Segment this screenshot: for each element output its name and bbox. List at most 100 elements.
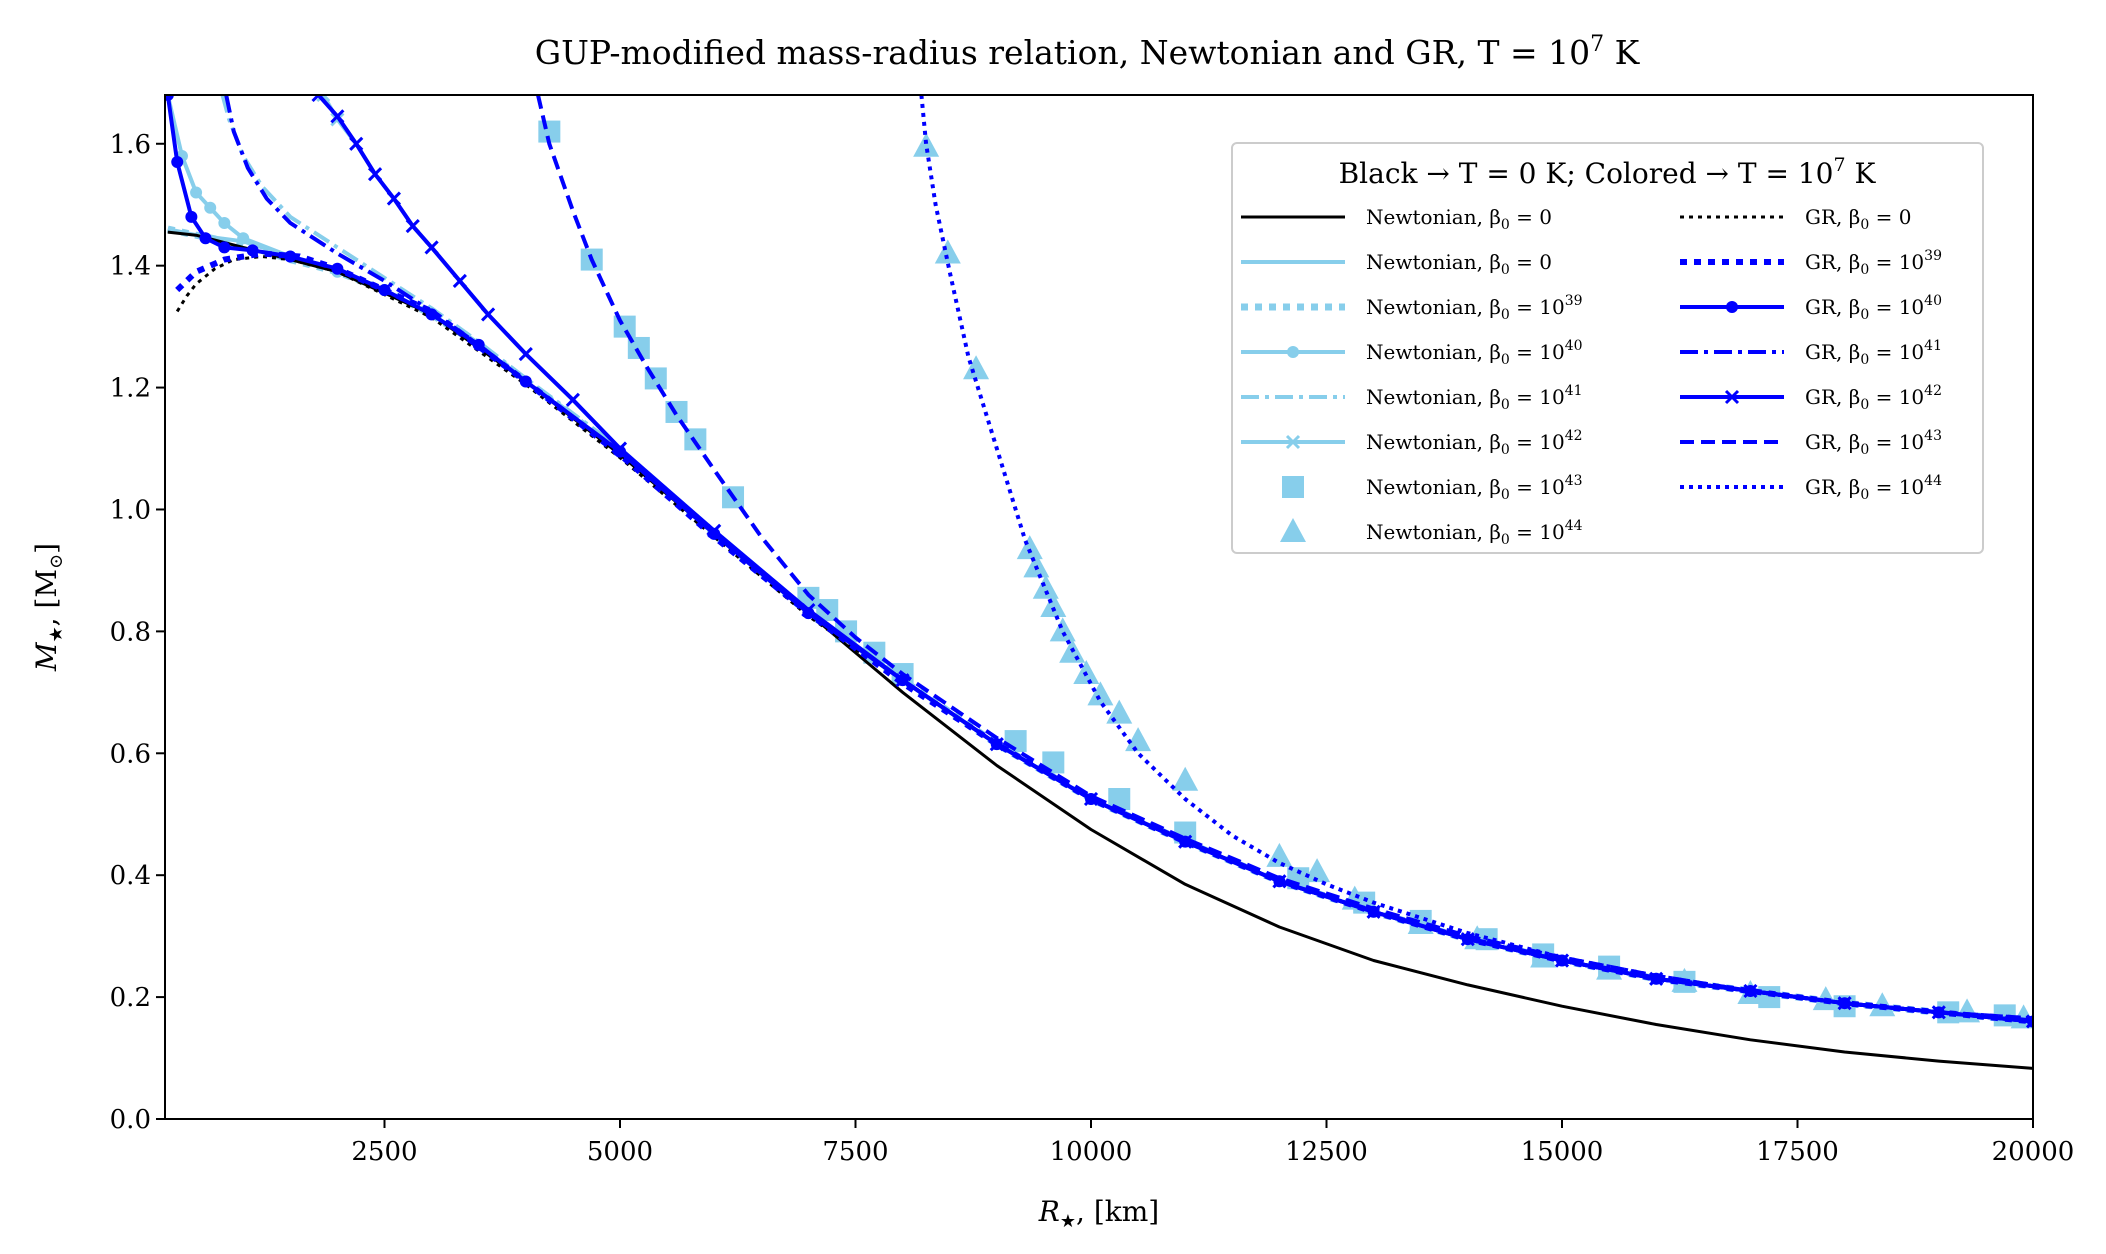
data-point bbox=[199, 232, 212, 245]
series-line-gr_b44 bbox=[919, 95, 2033, 1021]
data-point bbox=[246, 244, 259, 257]
legend-entry-gr_b43: GR, β0 = 1043 bbox=[1680, 428, 1942, 458]
data-point bbox=[190, 186, 203, 199]
data-point bbox=[218, 241, 231, 254]
legend-label: GR, β0 = 1040 bbox=[1805, 293, 1942, 323]
legend-label: Newtonian, β0 = 1041 bbox=[1366, 383, 1583, 413]
data-point bbox=[1023, 553, 1050, 578]
data-point bbox=[963, 355, 990, 380]
legend-label: Newtonian, β0 = 1042 bbox=[1366, 428, 1583, 458]
data-point bbox=[330, 109, 345, 124]
data-point bbox=[165, 95, 174, 101]
legend-label: GR, β0 = 0 bbox=[1805, 205, 1911, 233]
y-tick-label: 0.4 bbox=[110, 861, 151, 891]
legend-title: Black → T = 0 K; Colored → T = 107 K bbox=[1339, 154, 1877, 190]
series-gr_b42 bbox=[311, 95, 2033, 1029]
data-point bbox=[1049, 617, 1076, 642]
data-point bbox=[801, 602, 816, 618]
y-tick-label: 1.0 bbox=[110, 495, 151, 525]
legend-marker bbox=[1726, 301, 1738, 313]
legend-marker bbox=[1287, 346, 1299, 358]
data-point bbox=[1125, 727, 1152, 752]
data-point bbox=[386, 191, 401, 206]
data-point bbox=[707, 523, 722, 538]
legend-entry-gr_b44: GR, β0 = 1044 bbox=[1680, 473, 1942, 503]
legend-entry-gr_b41: GR, β0 = 1041 bbox=[1680, 338, 1942, 368]
legend-entry-gr_b42: GR, β0 = 1042 bbox=[1680, 383, 1942, 413]
data-point bbox=[1032, 574, 1059, 599]
legend-label: Newtonian, β0 = 1043 bbox=[1366, 473, 1583, 503]
plot-frame bbox=[164, 94, 2034, 1120]
data-point bbox=[331, 262, 344, 275]
data-point bbox=[1304, 858, 1331, 883]
data-point bbox=[171, 156, 184, 169]
legend-box bbox=[1231, 142, 1984, 554]
data-point bbox=[378, 284, 391, 297]
data-point bbox=[349, 136, 364, 151]
chart-title: GUP-modified mass-radius relation, Newto… bbox=[535, 32, 1641, 72]
y-axis-label: M★, [M⊙] bbox=[30, 543, 67, 672]
data-point bbox=[284, 250, 297, 263]
data-point bbox=[934, 239, 961, 264]
legend-entry-gr_b39: GR, β0 = 1039 bbox=[1680, 248, 1942, 278]
y-tick-label: 0.2 bbox=[110, 983, 151, 1013]
data-point bbox=[1083, 791, 1099, 807]
data-point bbox=[1016, 535, 1043, 560]
x-axis-label: R★, [km] bbox=[1038, 1195, 1159, 1232]
legend-label: Newtonian, β0 = 1039 bbox=[1366, 293, 1583, 323]
legend-label: Newtonian, β0 = 0 bbox=[1366, 250, 1552, 278]
legend-entry-gr_b40: GR, β0 = 1040 bbox=[1680, 293, 1942, 323]
y-tick-label: 0.0 bbox=[110, 1105, 151, 1135]
legend-label: Newtonian, β0 = 1040 bbox=[1366, 338, 1583, 368]
data-point bbox=[311, 95, 326, 103]
data-point bbox=[405, 218, 420, 234]
legend-entry-newt_b41: Newtonian, β0 = 1041 bbox=[1241, 383, 1583, 413]
data-point bbox=[424, 240, 439, 255]
data-point bbox=[613, 315, 636, 338]
data-point bbox=[368, 167, 383, 182]
y-tick-label: 1.2 bbox=[110, 374, 151, 404]
x-tick-label: 2500 bbox=[351, 1137, 417, 1167]
legend-marker bbox=[1285, 434, 1301, 450]
legend-label: GR, β0 = 1039 bbox=[1805, 248, 1942, 278]
data-point bbox=[627, 336, 650, 359]
data-point bbox=[1087, 681, 1114, 706]
data-point bbox=[316, 95, 331, 103]
x-tick-label: 20000 bbox=[1992, 1137, 2075, 1167]
legend-label: GR, β0 = 1044 bbox=[1805, 473, 1942, 503]
x-tick-label: 15000 bbox=[1521, 1137, 1604, 1167]
x-tick-label: 12500 bbox=[1285, 1137, 1368, 1167]
x-tick-label: 17500 bbox=[1756, 1137, 1839, 1167]
data-point bbox=[218, 217, 231, 229]
data-point bbox=[452, 273, 467, 288]
data-point bbox=[481, 307, 496, 322]
data-point bbox=[204, 201, 217, 214]
data-point bbox=[237, 232, 250, 245]
legend-entry-newt_b42: Newtonian, β0 = 1042 bbox=[1241, 428, 1583, 458]
legend-entry-newt_b44: Newtonian, β0 = 1044 bbox=[1280, 518, 1583, 548]
data-point bbox=[565, 392, 580, 407]
data-point bbox=[185, 210, 198, 223]
data-point bbox=[1040, 593, 1067, 617]
legend-marker bbox=[1724, 389, 1740, 405]
series-gr_T0 bbox=[175, 255, 866, 658]
legend-entry-gr_T0: GR, β0 = 0 bbox=[1680, 205, 1911, 233]
legend-marker bbox=[1280, 518, 1306, 542]
legend: Black → T = 0 K; Colored → T = 107 K New… bbox=[1231, 142, 1984, 554]
legend-entry-newt_b40: Newtonian, β0 = 1040 bbox=[1241, 338, 1583, 368]
legend-entry-newt_b39: Newtonian, β0 = 1039 bbox=[1241, 293, 1583, 323]
x-tick-label: 5000 bbox=[587, 1137, 653, 1167]
legend-entry-newt_b43: Newtonian, β0 = 1043 bbox=[1282, 473, 1583, 503]
x-tick-label: 7500 bbox=[822, 1137, 888, 1167]
legend-entries: Newtonian, β0 = 0 Newtonian, β0 = 0 Newton… bbox=[1241, 205, 1942, 548]
x-tick-label: 10000 bbox=[1050, 1137, 1133, 1167]
data-point bbox=[1172, 766, 1199, 791]
y-tick-label: 1.4 bbox=[110, 252, 151, 282]
legend-label: GR, β0 = 1042 bbox=[1805, 383, 1942, 413]
legend-label: GR, β0 = 1041 bbox=[1805, 338, 1942, 368]
series-line-gr_T0 bbox=[175, 255, 866, 658]
data-point bbox=[518, 346, 533, 362]
legend-entry-newt_b0: Newtonian, β0 = 0 bbox=[1241, 250, 1552, 278]
legend-label: Newtonian, β0 = 1044 bbox=[1366, 518, 1583, 548]
